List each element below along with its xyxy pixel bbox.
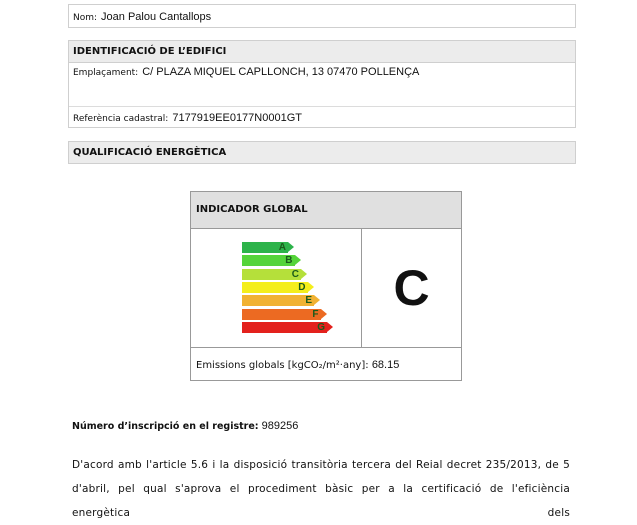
paragraph-line: D'acord amb l'article 5.6 i la disposici… bbox=[72, 459, 570, 471]
cadastral-value: 7177919EE0177N0001GT bbox=[172, 112, 302, 124]
indicator-title: INDICADOR GLOBAL bbox=[191, 192, 461, 229]
energy-bar-e: E bbox=[242, 295, 320, 307]
emissions-value: 68.15 bbox=[371, 359, 400, 371]
energy-grade: C bbox=[393, 260, 430, 316]
cadastral-label: Referència cadastral: bbox=[73, 114, 169, 124]
energy-bar-d: D bbox=[242, 281, 313, 293]
energy-bar-f: F bbox=[242, 308, 326, 320]
owner-section: Nom: Joan Palou Cantallops bbox=[68, 4, 576, 28]
building-title: IDENTIFICACIÓ DE L’EDIFICI bbox=[69, 41, 575, 63]
name-value: Joan Palou Cantallops bbox=[101, 11, 212, 23]
energy-bar-b: B bbox=[242, 255, 300, 267]
rating-section: QUALIFICACIÓ ENERGÈTICA bbox=[68, 141, 576, 164]
location-label: Emplaçament: bbox=[73, 68, 139, 78]
rating-title: QUALIFICACIÓ ENERGÈTICA bbox=[69, 142, 575, 163]
building-section: IDENTIFICACIÓ DE L’EDIFICI Emplaçament: C… bbox=[68, 40, 576, 128]
registry-label: Número d’inscripció en el registre: bbox=[72, 421, 259, 432]
energy-bar-c: C bbox=[242, 268, 307, 280]
energy-bar-a: A bbox=[242, 242, 294, 253]
paragraph-line: d'abril, pel qual s'aprova el procedimen… bbox=[72, 483, 570, 519]
emissions-label: Emissions globals [kgCO₂/m²·any]: bbox=[196, 360, 369, 371]
location-value: C/ PLAZA MIQUEL CAPLLONCH, 13 07470 POLL… bbox=[142, 66, 420, 78]
registry-value: 989256 bbox=[261, 420, 299, 432]
registry: Número d’inscripció en el registre: 9892… bbox=[72, 420, 298, 432]
name-label: Nom: bbox=[73, 13, 98, 23]
energy-bar-g: G bbox=[242, 321, 333, 333]
